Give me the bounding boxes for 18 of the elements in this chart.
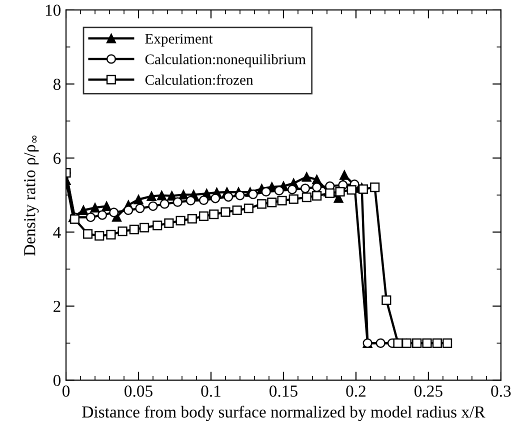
y-tick-label: 0: [53, 374, 61, 386]
y-tick-label: 2: [54, 300, 60, 312]
x-tick-label: 0: [62, 386, 70, 397]
x-tick-label: 0.05: [124, 386, 152, 397]
y-tick-label: 4: [53, 226, 61, 238]
x-axis-title: Distance from body surface normalized by model radius x/R: [82, 406, 486, 422]
y-tick-label: 8: [53, 78, 61, 90]
x-tick-label: 0.25: [414, 386, 442, 397]
x-tick-label: 0.15: [270, 386, 298, 397]
legend-label: Experiment: [145, 34, 213, 47]
y-axis-title: Density ratio ρ/ρ$_{∞}$: [24, 136, 39, 256]
x-tick-label: 0.3: [491, 386, 511, 397]
y-tick-label: 10: [46, 4, 61, 16]
legend-label: Calculation:nonequilibrium: [145, 54, 306, 68]
x-tick-label: 0.2: [346, 386, 366, 397]
y-tick-label: 6: [54, 152, 61, 164]
x-tick-label: 0.1: [201, 386, 220, 397]
legend-label: Calculation:frozen: [145, 74, 254, 85]
